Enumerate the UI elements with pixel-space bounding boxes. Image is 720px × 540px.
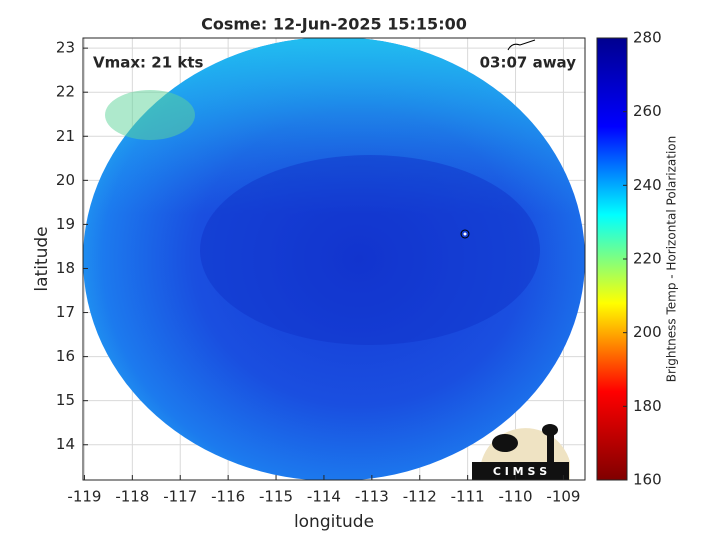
chart-title: Cosme: 12-Jun-2025 15:15:00: [201, 15, 467, 34]
y-tick-label: 14: [56, 435, 75, 453]
x-tick-label: -117: [163, 488, 197, 506]
warm-patch: [105, 90, 195, 140]
y-tick-label: 22: [56, 83, 75, 101]
colorbar-tick-label: 220: [633, 250, 662, 268]
x-tick-label: -115: [259, 488, 293, 506]
colorbar-tick-label: 240: [633, 176, 662, 194]
swath: [83, 38, 585, 480]
x-tick-label: -116: [211, 488, 245, 506]
x-axis-label: longitude: [294, 512, 374, 532]
x-tick-label: -111: [451, 488, 485, 506]
colorbar: [596, 37, 628, 481]
logo: C I M S S: [472, 424, 570, 480]
x-tick-label: -119: [67, 488, 101, 506]
y-tick-label: 19: [56, 215, 75, 233]
x-tick-label: -118: [115, 488, 149, 506]
x-tick-label: -110: [499, 488, 533, 506]
colorbar-tick-label: 180: [633, 397, 662, 415]
x-tick-label: -109: [546, 488, 580, 506]
colorbar-tick-label: 200: [633, 323, 662, 341]
x-tick-label: -114: [307, 488, 341, 506]
cold-core: [200, 155, 540, 345]
y-tick-label: 23: [56, 39, 75, 57]
colorbar-tick-label: 260: [633, 102, 662, 120]
logo-text: C I M S S: [493, 465, 547, 478]
colorbar-label: Brightness Temp - Horizontal Polarizatio…: [665, 136, 679, 383]
y-tick-label: 17: [56, 303, 75, 321]
y-tick-label: 20: [56, 171, 75, 189]
plot-frame: [82, 37, 586, 481]
annotation: 03:07 away: [480, 54, 577, 72]
annotation: Vmax: 21 kts: [93, 54, 203, 72]
y-axis-label: latitude: [32, 226, 52, 291]
swath-top: [83, 38, 585, 480]
x-tick-label: -112: [403, 488, 437, 506]
y-tick-label: 15: [56, 391, 75, 409]
y-tick-label: 21: [56, 127, 75, 145]
storm-center: [463, 232, 467, 236]
y-tick-label: 16: [56, 347, 75, 365]
storm-marker: [460, 229, 470, 239]
x-tick-label: -113: [355, 488, 389, 506]
colorbar-tick-label: 280: [633, 29, 662, 47]
colorbar-tick-label: 160: [633, 471, 662, 489]
coastline: [507, 39, 536, 51]
storm-contour: [460, 229, 470, 239]
y-tick-label: 18: [56, 259, 75, 277]
